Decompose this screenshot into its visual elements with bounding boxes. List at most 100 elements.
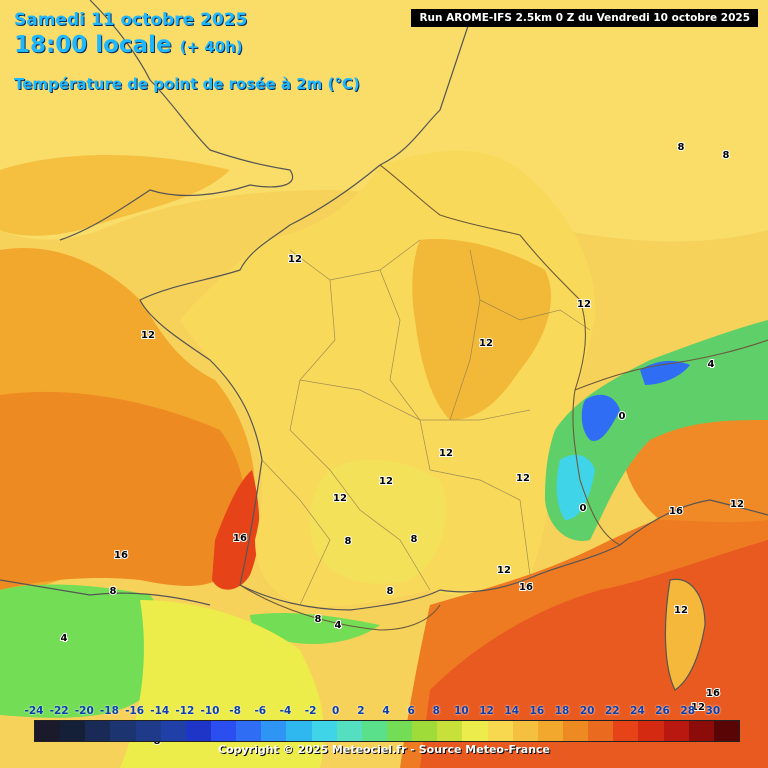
iberia-coastline	[0, 579, 211, 606]
corsica-zone	[665, 579, 705, 690]
contour-label: 12	[379, 476, 393, 487]
scale-swatch	[85, 721, 111, 741]
contour-label: 12	[141, 330, 155, 341]
scale-swatch	[613, 721, 639, 741]
border-belgium	[379, 164, 521, 236]
pyrenees-green-zone	[250, 613, 380, 645]
scale-label: 28	[680, 705, 696, 717]
scale-label: -24	[24, 705, 44, 717]
contour-label: 16	[669, 506, 683, 517]
scale-label: 6	[407, 705, 415, 717]
forecast-lead: (+ 40h)	[179, 38, 243, 56]
scale-label: 2	[357, 705, 365, 717]
border-7	[261, 459, 331, 606]
scale-labels: -24 -22 -20 -18 -16 -14 -12 -10 -8 -6 -4 -2 0 2 4 6 8 10 1…	[24, 705, 749, 719]
contour-label: 4	[335, 620, 342, 631]
scale-label: -16	[125, 705, 145, 717]
border-spain	[239, 584, 441, 631]
scale-label: 4	[382, 705, 390, 717]
contour-label: 8	[411, 534, 418, 545]
border-4	[299, 379, 531, 421]
contour-label: 16	[114, 550, 128, 561]
scale-label: -4	[279, 705, 292, 717]
contour-label: 8	[315, 614, 322, 625]
border-germany	[519, 234, 586, 391]
contour-label: 0	[619, 411, 626, 422]
scale-label: -20	[74, 705, 94, 717]
scale-swatch	[487, 721, 513, 741]
central-massif-cool-zone	[310, 459, 446, 584]
scale-label: 12	[479, 705, 494, 717]
scale-swatch	[286, 721, 312, 741]
scale-swatch	[35, 721, 61, 741]
corsica-coastline	[664, 578, 706, 691]
scale-swatch	[110, 721, 136, 741]
alps-blue-zone	[581, 360, 690, 441]
scale-swatch	[60, 721, 86, 741]
scale-label: -10	[200, 705, 220, 717]
forecast-date: Samedi 11 octobre 2025	[14, 10, 248, 30]
contour-label: 12	[439, 448, 453, 459]
scale-swatch	[588, 721, 614, 741]
scale-label: 0	[332, 705, 340, 717]
scale-swatch	[185, 721, 211, 741]
alps-green-zone	[545, 320, 768, 541]
scale-swatch	[336, 721, 362, 741]
contour-label: 8	[110, 586, 117, 597]
scale-swatch	[261, 721, 287, 741]
contour-label: 4	[708, 359, 715, 370]
scale-label: 30	[705, 705, 721, 717]
scale-label: -14	[150, 705, 170, 717]
scale-label: 18	[554, 705, 570, 717]
spain-green-zone	[0, 584, 161, 718]
bay-of-biscay-hot-zone	[0, 391, 246, 590]
scale-label: 26	[655, 705, 670, 717]
scale-label: 16	[529, 705, 545, 717]
border-9	[449, 249, 481, 421]
scale-label: -12	[175, 705, 195, 717]
scale-label: -2	[304, 705, 317, 717]
contour-label: 12	[333, 493, 347, 504]
border-8	[479, 299, 591, 331]
scale-swatch	[512, 721, 538, 741]
border-1	[289, 239, 421, 281]
scale-label: -6	[254, 705, 267, 717]
contour-label: 12	[730, 499, 744, 510]
contour-label: 8	[345, 536, 352, 547]
scale-swatch	[537, 721, 563, 741]
scale-label: -22	[49, 705, 69, 717]
landes-coast-hot-zone	[212, 470, 260, 590]
scale-swatch	[437, 721, 463, 741]
variable-name: Température de point de rosée à 2m (°C)	[14, 75, 360, 93]
border-italy	[572, 389, 621, 546]
contour-label: 8	[678, 142, 685, 153]
scale-label: 14	[504, 705, 520, 717]
scale-label: 8	[432, 705, 440, 717]
border-2	[289, 279, 336, 431]
east-france-warm-zone	[412, 239, 551, 420]
run-info: Run AROME-IFS 2.5km 0 Z du Vendredi 10 o…	[411, 9, 758, 27]
scale-swatch	[638, 721, 664, 741]
scale-swatch	[688, 721, 714, 741]
contour-label: 12	[691, 702, 705, 713]
border-3	[379, 269, 431, 471]
scale-swatch	[160, 721, 186, 741]
country-borders	[239, 164, 768, 631]
border-6	[429, 469, 531, 576]
contour-label: 4	[61, 633, 68, 644]
scale-label: 20	[579, 705, 595, 717]
contour-label: 12	[577, 299, 591, 310]
alps-cyan-zone	[556, 454, 595, 520]
scale-swatch	[412, 721, 438, 741]
uk-coastline	[59, 0, 294, 241]
scale-swatch	[663, 721, 689, 741]
contour-label: 12	[479, 338, 493, 349]
contour-label: 16	[519, 582, 533, 593]
border-5	[289, 429, 431, 591]
contour-label: 8	[387, 586, 394, 597]
contour-label: 16	[233, 533, 247, 544]
color-scale-bar	[34, 720, 740, 742]
scale-swatch	[562, 721, 589, 741]
scale-label: -18	[99, 705, 119, 717]
